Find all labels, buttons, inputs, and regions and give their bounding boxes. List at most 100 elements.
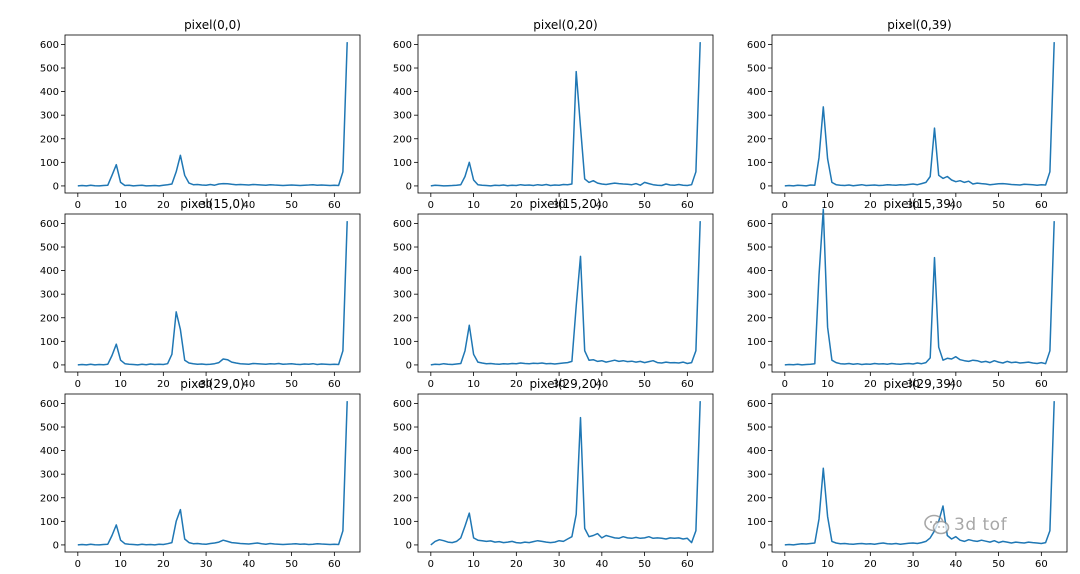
x-tick-label: 20 [510,200,523,211]
x-tick-label: 0 [75,559,81,570]
axes-frame [64,393,361,553]
y-tick-label: 300 [393,111,412,122]
y-tick-label: 400 [747,87,766,98]
y-tick-label: 400 [393,446,412,457]
y-tick-label: 500 [393,243,412,254]
x-tick-label: 30 [200,200,213,211]
x-tick-label: 60 [681,200,694,211]
axes-frame [64,34,361,194]
y-tick-label: 500 [393,64,412,75]
y-tick-label: 300 [747,111,766,122]
x-tick-label: 40 [595,379,608,390]
series-line [784,42,1055,187]
axes-frame [64,213,361,373]
x-tick-label: 60 [328,559,341,570]
y-tick-label: 0 [406,540,412,551]
x-tick-label: 20 [157,379,170,390]
chart-title: pixel(15,0) [180,197,244,211]
x-tick-label: 30 [907,379,920,390]
x-tick-label: 50 [285,200,298,211]
x-tick-label: 30 [907,200,920,211]
x-tick-label: 60 [681,559,694,570]
x-tick-label: 10 [467,379,480,390]
x-tick-label: 60 [1035,200,1048,211]
x-tick-label: 10 [114,559,127,570]
chart-title: pixel(15,39) [883,197,955,211]
y-tick-label: 600 [747,399,766,410]
y-tick-label: 400 [40,266,59,277]
x-tick-label: 60 [681,379,694,390]
y-tick-label: 400 [393,266,412,277]
axes-frame [417,393,714,553]
x-tick-label: 40 [242,379,255,390]
y-tick-label: 0 [406,181,412,192]
y-tick-label: 0 [406,360,412,371]
series-line [430,221,701,366]
x-tick-label: 20 [864,559,877,570]
y-tick-label: 100 [393,337,412,348]
subplot-1: pixel(0,20)0 10 20 30 40 50 600100200300400500… [393,18,714,211]
x-tick-label: 50 [992,379,1005,390]
y-tick-label: 400 [40,446,59,457]
y-tick-label: 600 [393,40,412,51]
subplot-5: pixel(15,39)0 10 20 30 40 50 60010020030040050… [747,197,1068,390]
y-tick-label: 600 [393,399,412,410]
series-line [430,42,701,187]
x-tick-label: 10 [114,379,127,390]
x-tick-label: 30 [200,559,213,570]
y-tick-label: 400 [393,87,412,98]
x-tick-label: 60 [328,379,341,390]
x-tick-label: 20 [157,559,170,570]
y-tick-label: 0 [53,540,59,551]
x-tick-label: 0 [782,200,788,211]
y-tick-label: 100 [40,517,59,528]
x-tick-label: 0 [782,559,788,570]
y-tick-label: 0 [760,540,766,551]
y-tick-label: 600 [393,219,412,230]
x-tick-label: 40 [949,200,962,211]
x-tick-label: 20 [157,200,170,211]
subplot-2: pixel(0,39)0 10 20 30 40 50 600100200300400500… [747,18,1068,211]
y-tick-label: 500 [40,64,59,75]
y-tick-label: 500 [40,423,59,434]
series-line [77,42,348,187]
y-tick-label: 500 [747,243,766,254]
x-tick-label: 0 [428,379,434,390]
x-tick-label: 30 [553,200,566,211]
y-tick-label: 600 [747,219,766,230]
y-tick-label: 500 [747,423,766,434]
y-tick-label: 600 [747,40,766,51]
y-tick-label: 600 [40,40,59,51]
x-tick-label: 50 [638,559,651,570]
x-tick-label: 0 [428,200,434,211]
x-tick-label: 30 [553,379,566,390]
y-tick-label: 200 [40,313,59,324]
y-tick-label: 400 [40,87,59,98]
chart-title: pixel(29,20) [529,377,601,391]
y-tick-label: 400 [747,446,766,457]
y-tick-label: 200 [393,134,412,145]
x-tick-label: 10 [821,200,834,211]
y-tick-label: 0 [760,360,766,371]
x-tick-label: 0 [782,379,788,390]
y-tick-label: 300 [40,290,59,301]
x-tick-label: 40 [949,559,962,570]
y-tick-label: 500 [40,243,59,254]
y-tick-label: 500 [393,423,412,434]
y-tick-label: 100 [393,158,412,169]
y-tick-label: 100 [40,337,59,348]
chart-title: pixel(0,39) [887,18,951,32]
y-tick-label: 200 [747,313,766,324]
y-tick-label: 200 [747,134,766,145]
x-tick-label: 50 [992,200,1005,211]
x-tick-label: 0 [75,200,81,211]
y-tick-label: 100 [747,517,766,528]
chart-title: pixel(0,20) [533,18,597,32]
x-tick-label: 10 [467,559,480,570]
x-tick-label: 10 [821,559,834,570]
y-tick-label: 300 [40,111,59,122]
y-tick-label: 100 [747,337,766,348]
y-tick-label: 300 [40,470,59,481]
axes-frame [417,34,714,194]
